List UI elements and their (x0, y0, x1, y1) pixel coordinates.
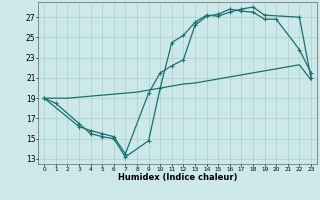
X-axis label: Humidex (Indice chaleur): Humidex (Indice chaleur) (118, 173, 237, 182)
